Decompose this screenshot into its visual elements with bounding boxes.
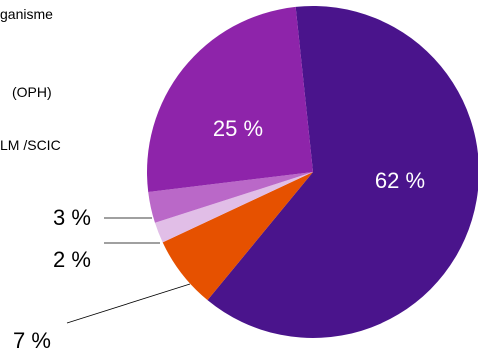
- leader-line-7: [66, 283, 191, 324]
- slice-label-25: 25 %: [213, 116, 263, 141]
- slice-label-62: 62 %: [375, 168, 425, 193]
- slice-label-3: 3 %: [53, 205, 91, 230]
- slice-label-7: 7 %: [13, 328, 51, 353]
- leader-lines: [66, 217, 191, 324]
- pie-slices: [147, 6, 478, 338]
- pie-slice-62: [207, 6, 478, 338]
- legend: ganisme (OPH) LM /SCIC: [0, 6, 61, 153]
- pie-slice-2: [154, 172, 313, 243]
- pie-slice-3: [148, 172, 313, 223]
- legend-entry-2: (OPH): [12, 84, 52, 100]
- pie-slice-7: [162, 172, 313, 301]
- pie-slice-25: [147, 6, 313, 192]
- legend-entry-1: ganisme: [0, 6, 53, 22]
- slice-label-2: 2 %: [53, 247, 91, 272]
- slice-labels: 62 % 25 % 3 % 2 % 7 %: [13, 116, 425, 353]
- legend-entry-3: LM /SCIC: [0, 137, 61, 153]
